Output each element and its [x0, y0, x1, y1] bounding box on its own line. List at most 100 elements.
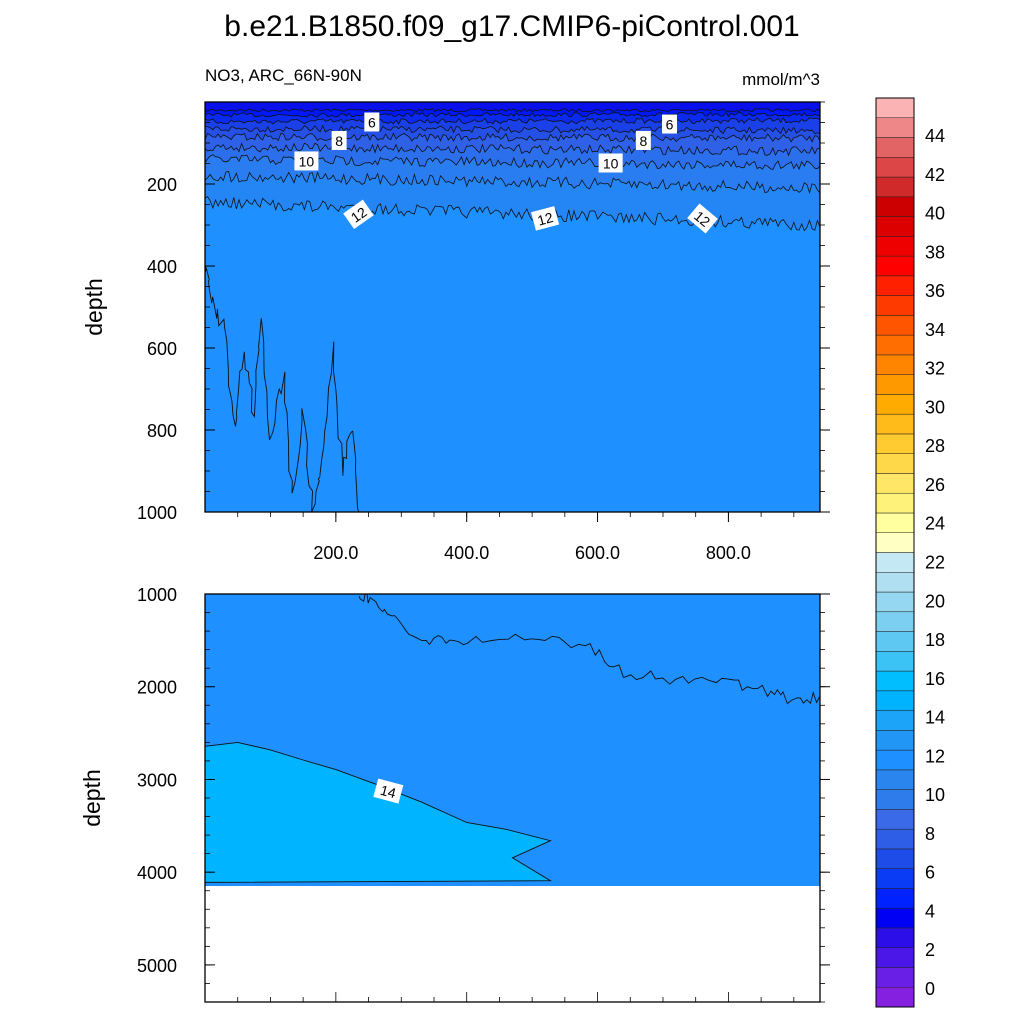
y-tick-label: 200	[147, 175, 177, 195]
chart-title: b.e21.B1850.f09_g17.CMIP6-piControl.001	[224, 10, 799, 43]
contour-line-12-deep	[204, 265, 360, 513]
colorbar-swatch	[875, 730, 915, 751]
contour-line-11	[204, 171, 821, 194]
y-tick-label: 1000	[137, 503, 177, 523]
colorbar-tick-label: 10	[925, 785, 945, 805]
svg-text:8: 8	[639, 133, 647, 149]
colorbar-swatch	[875, 572, 915, 593]
x-tick-label: 200.0	[313, 543, 358, 563]
colorbar-tick-label: 32	[925, 359, 945, 379]
x-tick-label: 400.0	[444, 543, 489, 563]
contour-label-12: 12	[687, 203, 718, 234]
y-tick-label: 1000	[137, 585, 177, 605]
colorbar-swatch	[875, 611, 915, 632]
colorbar-swatch	[875, 907, 915, 929]
colorbar-swatch	[875, 295, 915, 316]
colorbar-tick-label: 0	[925, 979, 935, 999]
colorbar-swatch	[875, 888, 915, 909]
colorbar-swatch	[875, 670, 915, 692]
contour-label-12: 12	[343, 199, 374, 230]
colorbar-swatch	[875, 848, 915, 869]
colorbar-swatch	[875, 334, 915, 356]
colorbar-tick-label: 38	[925, 242, 945, 262]
colorbar-swatch	[875, 374, 915, 395]
colorbar-swatch	[875, 236, 915, 257]
colorbar-swatch	[875, 354, 915, 375]
contour-line-13	[358, 593, 821, 705]
colorbar-swatch	[875, 196, 915, 217]
y-tick-label: 400	[147, 257, 177, 277]
colorbar-swatch	[875, 315, 915, 336]
svg-text:6: 6	[666, 117, 674, 133]
colorbar-swatch	[875, 255, 915, 277]
svg-text:6: 6	[368, 115, 376, 131]
colorbar-tick-label: 22	[925, 553, 945, 573]
colorbar-tick-label: 42	[925, 165, 945, 185]
colorbar-swatch	[875, 591, 915, 613]
colorbar-swatch	[875, 117, 915, 138]
y-tick-label: 5000	[137, 956, 177, 976]
svg-text:10: 10	[299, 153, 315, 169]
colorbar-swatch	[875, 532, 915, 553]
colorbar-tick-label: 36	[925, 281, 945, 301]
colorbar-swatch	[875, 137, 915, 158]
colorbar-swatch	[875, 749, 915, 771]
colorbar-tick-label: 34	[925, 320, 945, 340]
colorbar-tick-label: 24	[925, 514, 945, 534]
colorbar-tick-label: 44	[925, 126, 945, 146]
lower-y-axis-label: depth	[79, 769, 105, 827]
contour-line-5	[204, 111, 821, 118]
upper-y-axis-label: depth	[81, 278, 107, 336]
colorbar-swatch	[875, 927, 915, 948]
contour-label-8: 8	[331, 130, 347, 150]
colorbar-tick-label: 12	[925, 746, 945, 766]
contour-line-9	[204, 142, 821, 157]
contour-band-4	[205, 102, 820, 112]
contour-label-10: 10	[294, 151, 319, 171]
y-tick-label: 2000	[137, 678, 177, 698]
colorbar-tick-label: 30	[925, 397, 945, 417]
subtitle-units: mmol/m^3	[742, 70, 820, 89]
colorbar-swatch	[875, 216, 915, 237]
upper-panel: 6 8 10 12 6 8 10 12 12 200 400 600 800 1000 200.0 400.…	[81, 66, 830, 563]
colorbar-tick-label: 2	[925, 940, 935, 960]
colorbar-swatch	[875, 453, 915, 474]
colorbar-swatch	[875, 512, 915, 533]
colorbar-swatch	[875, 986, 915, 1008]
lower-field-14	[204, 741, 553, 883]
colorbar-tick-label: 14	[925, 708, 945, 728]
colorbar-swatch	[875, 552, 915, 573]
colorbar-tick-label: 20	[925, 591, 945, 611]
colorbar-swatch	[875, 868, 915, 889]
x-tick-label: 800.0	[706, 543, 751, 563]
y-tick-label: 800	[147, 421, 177, 441]
colorbar-swatch	[875, 176, 915, 198]
colorbar-swatch	[875, 828, 915, 850]
svg-text:8: 8	[335, 133, 343, 149]
contour-label-10: 10	[598, 153, 623, 173]
colorbar-swatch	[875, 492, 915, 514]
colorbar-swatch	[875, 690, 915, 711]
colorbar: 0246810121416182022242628303234363840424…	[875, 97, 945, 1008]
colorbar-tick-label: 4	[925, 901, 935, 921]
colorbar-swatch	[875, 433, 915, 454]
colorbar-tick-label: 26	[925, 475, 945, 495]
contour-label-12: 12	[531, 206, 560, 231]
colorbar-swatch	[875, 413, 915, 435]
colorbar-swatch	[875, 631, 915, 652]
contour-label-8: 8	[635, 130, 651, 150]
colorbar-swatch	[875, 947, 915, 968]
colorbar-tick-label: 28	[925, 436, 945, 456]
subtitle-variable: NO3, ARC_66N-90N	[205, 66, 362, 85]
colorbar-swatch	[875, 967, 915, 988]
colorbar-swatch	[875, 97, 915, 119]
contour-line-12	[204, 196, 821, 232]
colorbar-tick-label: 40	[925, 204, 945, 224]
contour-label-6: 6	[662, 114, 678, 134]
y-tick-label: 4000	[137, 863, 177, 883]
colorbar-tick-label: 16	[925, 669, 945, 689]
colorbar-tick-label: 6	[925, 863, 935, 883]
y-tick-label: 3000	[137, 770, 177, 790]
svg-text:10: 10	[603, 156, 619, 172]
